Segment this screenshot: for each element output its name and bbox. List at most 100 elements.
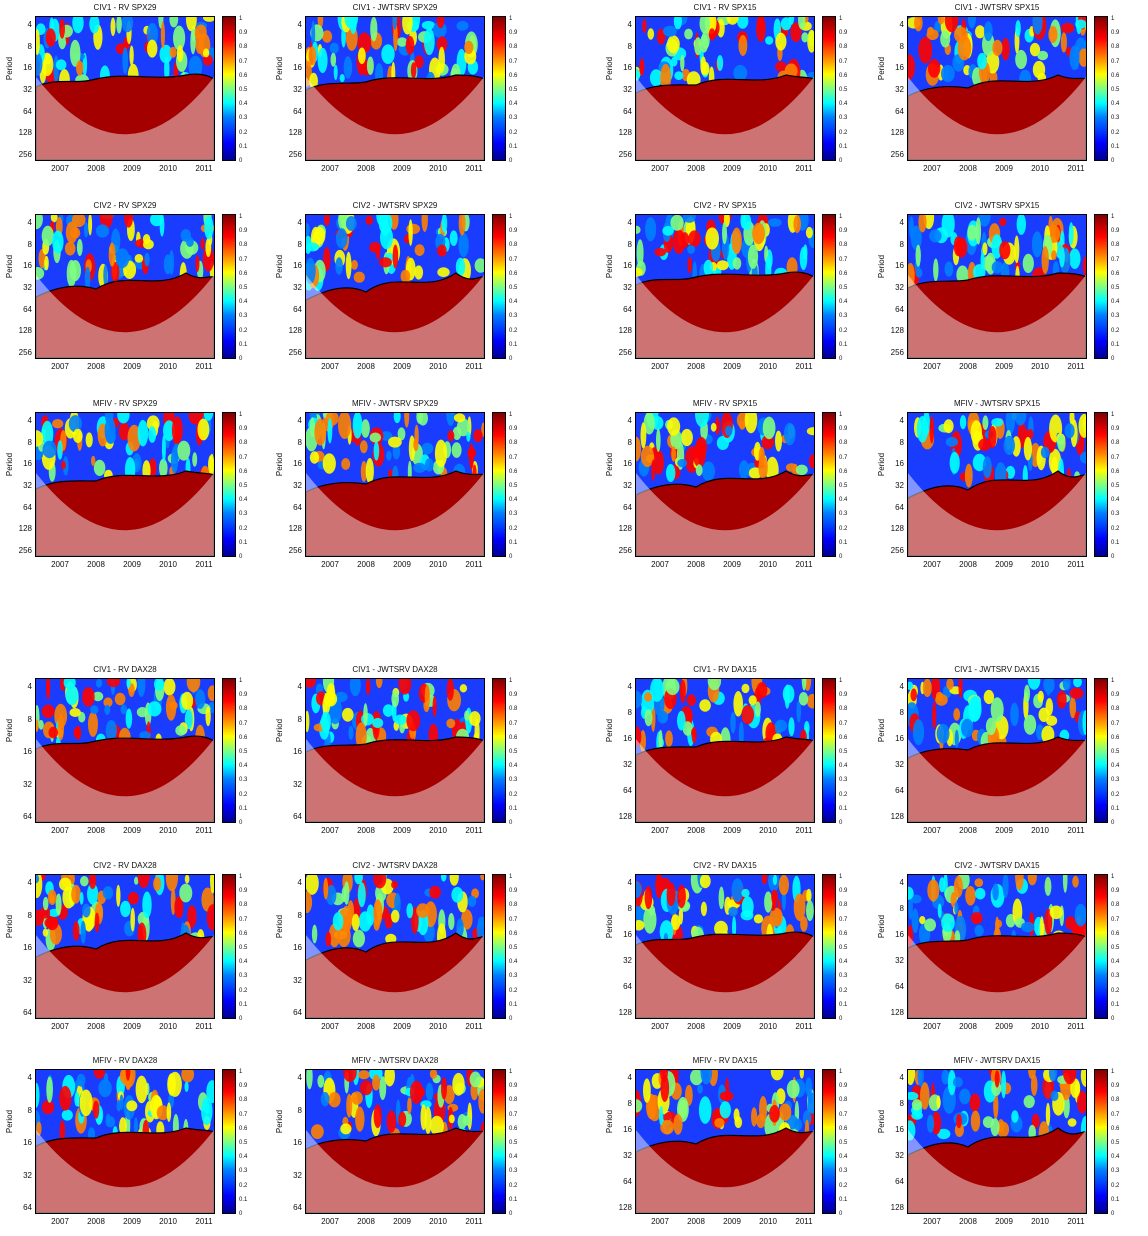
- coherence-blob: [954, 729, 959, 748]
- coherence-blob: [651, 459, 656, 481]
- coherence-blob: [936, 723, 950, 744]
- colorbar-tick-label: 0.5: [1111, 1140, 1120, 1146]
- x-tick-label: 2010: [159, 1022, 177, 1031]
- colorbar-tick-label: 0.5: [239, 1140, 248, 1146]
- x-tick-label: 2010: [1031, 164, 1049, 173]
- coherence-blob: [940, 30, 951, 48]
- coherence-blob: [783, 422, 796, 446]
- colorbar-tick-label: 1: [239, 412, 243, 418]
- coherence-blob: [166, 1102, 172, 1122]
- coherence-blob: [801, 32, 809, 43]
- coherence-blob: [945, 436, 958, 447]
- colorbar-tick-label: 0.2: [239, 987, 248, 994]
- coherence-blob: [726, 17, 739, 25]
- x-tick-label: 2008: [687, 1022, 705, 1031]
- coherence-blob: [778, 875, 789, 896]
- coherence-blob: [306, 891, 313, 914]
- coherence-blob: [700, 34, 709, 53]
- coherence-blob: [1072, 875, 1079, 888]
- coherence-panel: CIV2 - JWTSRV DAX28 Period 4 8 16 32 64 2007 200…: [270, 860, 540, 1035]
- coherence-blob: [753, 914, 763, 924]
- coherence-blob: [406, 710, 421, 732]
- coherence-blob: [434, 439, 448, 468]
- heatmap-plot: [305, 214, 485, 359]
- colorbar-tick-label: 0.3: [509, 777, 518, 784]
- colorbar-tick-label: 0: [509, 1016, 513, 1022]
- coherence-blob: [1031, 1113, 1040, 1129]
- coherence-blob: [752, 222, 765, 245]
- coherence-blob: [134, 876, 139, 885]
- coherence-blob: [644, 709, 653, 727]
- colorbar-tick-label: 0.9: [1111, 426, 1120, 433]
- coherence-blob: [171, 416, 183, 444]
- coherence-blob: [93, 459, 106, 476]
- coherence-blob: [146, 415, 160, 432]
- colorbar-tick-label: 0: [509, 356, 513, 362]
- x-tick-label: 2010: [1031, 1217, 1049, 1226]
- coherence-blob: [798, 17, 806, 30]
- coherence-blob: [95, 224, 110, 238]
- heatmap-plot: [635, 214, 815, 359]
- coherence-blob: [699, 699, 711, 712]
- x-tick-label: 2011: [795, 560, 813, 569]
- coherence-blob: [647, 28, 655, 40]
- panel-title: MFIV - JWTSRV DAX28: [351, 1056, 439, 1065]
- colorbar-tick-label: 0.5: [839, 87, 848, 93]
- colorbar-tick-label: 1: [239, 1069, 243, 1075]
- colorbar-tick-label: 0.1: [1111, 1001, 1120, 1008]
- colorbar-tick-label: 1: [1111, 678, 1115, 684]
- y-tick-label: 4: [297, 878, 302, 887]
- heatmap-svg: [636, 875, 814, 1018]
- x-tick-label: 2008: [87, 1022, 105, 1031]
- colorbar-tick-label: 0: [239, 356, 243, 362]
- colorbar-tick-label: 0.1: [1111, 539, 1120, 546]
- heatmap-svg: [636, 413, 814, 556]
- x-tick-label: 2010: [159, 1217, 177, 1226]
- coherence-blob: [195, 689, 206, 709]
- heatmap-plot: [635, 16, 815, 161]
- x-tick-label: 2011: [795, 362, 813, 371]
- coherence-blob: [421, 215, 428, 232]
- coherence-blob: [314, 418, 327, 446]
- coherence-blob: [357, 882, 366, 908]
- coherence-blob: [765, 36, 774, 45]
- heatmap-svg: [306, 1070, 484, 1213]
- coherence-blob: [205, 237, 212, 258]
- x-tick-label: 2009: [393, 1217, 411, 1226]
- x-tick-label: 2010: [759, 164, 777, 173]
- coherence-blob: [747, 244, 759, 269]
- coherence-blob: [323, 691, 338, 707]
- colorbar-tick-label: 1: [1111, 16, 1115, 22]
- coherence-blob: [76, 239, 83, 256]
- x-tick-label: 2011: [195, 826, 213, 835]
- coherence-blob: [210, 875, 214, 894]
- coherence-blob: [1030, 1074, 1038, 1096]
- coherence-blob: [788, 717, 795, 737]
- panel-title: CIV2 - JWTSRV SPX15: [954, 201, 1040, 210]
- coherence-blob: [462, 1115, 472, 1126]
- y-tick-label: 16: [293, 747, 302, 756]
- colorbar-tick-label: 0.4: [839, 101, 848, 108]
- colorbar-tick-label: 0: [1111, 820, 1115, 826]
- coherence-blob: [639, 58, 645, 76]
- heatmap-plot: [635, 874, 815, 1019]
- y-tick-label: 64: [23, 1203, 32, 1212]
- y-tick-label: 16: [23, 747, 32, 756]
- significant-region: [36, 1127, 214, 1213]
- x-tick-label: 2009: [123, 164, 141, 173]
- coherence-blob: [790, 22, 802, 43]
- coherence-blob: [1040, 446, 1050, 459]
- coherence-blob: [385, 933, 397, 944]
- coherence-blob: [756, 682, 768, 699]
- colorbar-tick-label: 0.3: [239, 313, 248, 320]
- coherence-blob: [478, 1088, 484, 1114]
- coherence-blob: [719, 1091, 734, 1101]
- colorbar-tick-label: 1: [1111, 214, 1115, 220]
- colorbar-tick-label: 0.2: [239, 129, 248, 136]
- x-tick-label: 2011: [1067, 826, 1085, 835]
- cone-of-influence: [306, 739, 484, 822]
- coherence-blob: [137, 419, 149, 447]
- coherence-blob: [359, 440, 368, 454]
- colorbar-tick-label: 0.4: [1111, 763, 1120, 770]
- colorbar-tick-label: 0.8: [1111, 902, 1120, 909]
